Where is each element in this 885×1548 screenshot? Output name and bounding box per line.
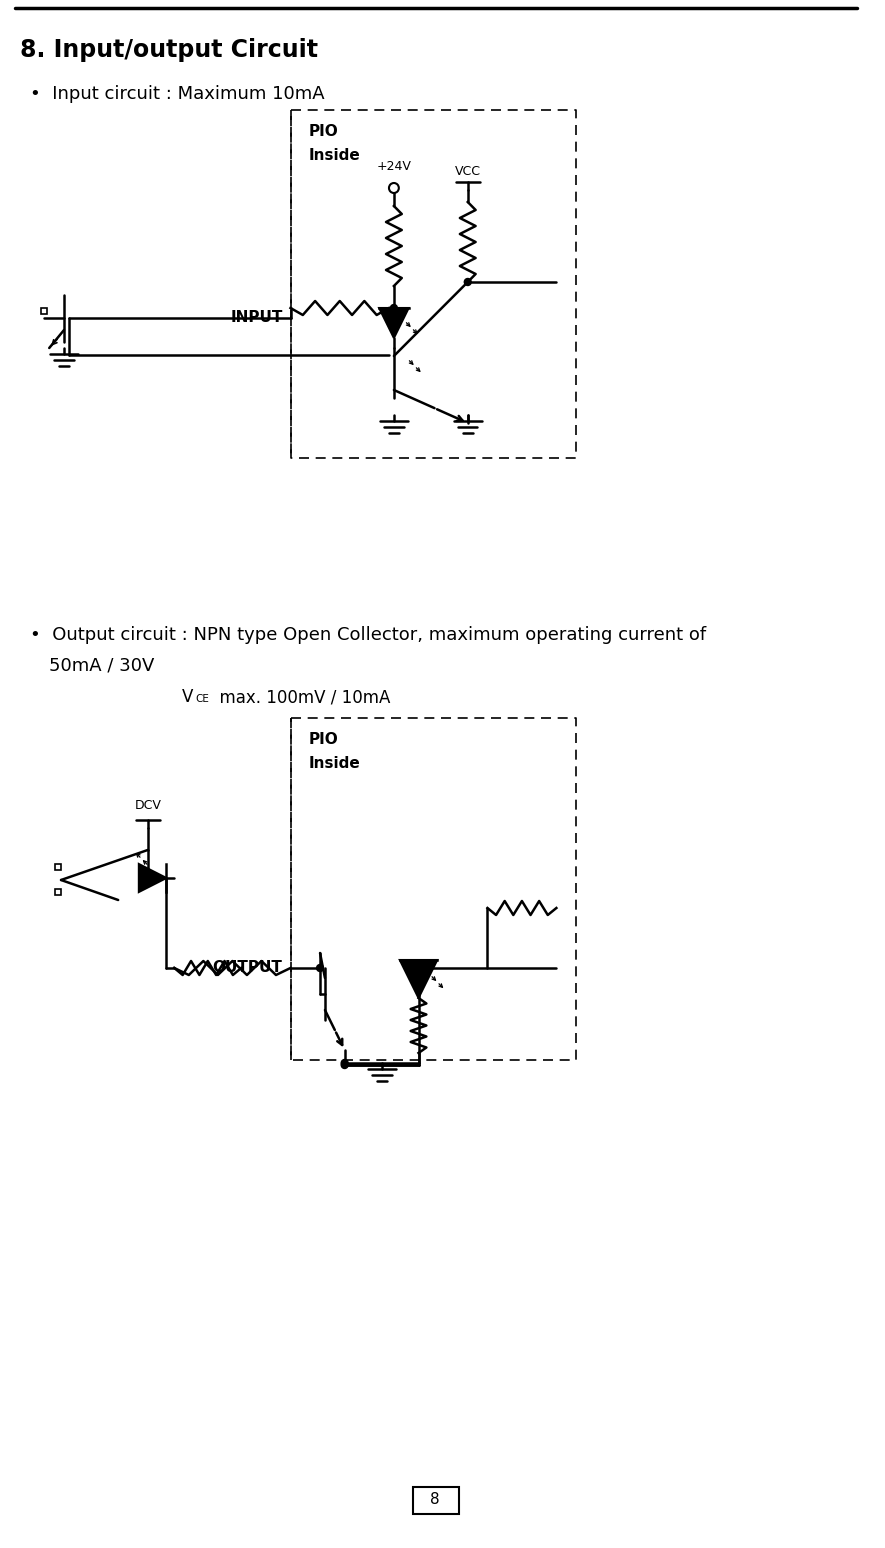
Circle shape	[317, 964, 324, 972]
Text: •  Input circuit : Maximum 10mA: • Input circuit : Maximum 10mA	[29, 85, 324, 104]
Text: Inside: Inside	[308, 755, 360, 771]
Polygon shape	[139, 864, 166, 892]
Bar	[55, 864, 61, 870]
Text: CE: CE	[195, 694, 209, 704]
Circle shape	[342, 1062, 348, 1068]
Circle shape	[415, 964, 422, 972]
Text: 8: 8	[430, 1492, 440, 1508]
Text: VCC: VCC	[455, 166, 481, 178]
FancyBboxPatch shape	[412, 1488, 459, 1514]
Text: Inside: Inside	[308, 149, 360, 163]
Text: PIO: PIO	[308, 124, 338, 139]
Text: V: V	[182, 687, 194, 706]
Text: +24V: +24V	[376, 159, 412, 173]
Text: INPUT: INPUT	[230, 311, 282, 325]
Circle shape	[342, 1059, 348, 1067]
Text: 8. Input/output Circuit: 8. Input/output Circuit	[19, 39, 318, 62]
Circle shape	[390, 305, 397, 311]
Text: 50mA / 30V: 50mA / 30V	[50, 656, 155, 673]
Text: max. 100mV / 10mA: max. 100mV / 10mA	[209, 687, 390, 706]
Bar	[55, 889, 61, 895]
Text: DCV: DCV	[135, 799, 161, 813]
Circle shape	[465, 279, 471, 285]
Polygon shape	[379, 308, 409, 337]
Text: OUTPUT: OUTPUT	[212, 960, 282, 975]
Text: PIO: PIO	[308, 732, 338, 748]
Polygon shape	[400, 960, 437, 998]
Text: •  Output circuit : NPN type Open Collector, maximum operating current of: • Output circuit : NPN type Open Collect…	[29, 625, 705, 644]
Bar	[42, 308, 47, 314]
